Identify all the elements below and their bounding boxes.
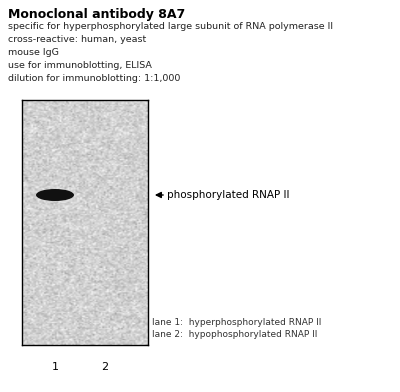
Ellipse shape: [36, 189, 74, 201]
Text: lane 1:  hyperphosphorylated RNAP II: lane 1: hyperphosphorylated RNAP II: [152, 318, 321, 327]
Text: use for immunoblotting, ELISA: use for immunoblotting, ELISA: [8, 61, 152, 70]
Text: lane 2:  hypophosphorylated RNAP II: lane 2: hypophosphorylated RNAP II: [152, 330, 317, 339]
Text: dilution for immunoblotting: 1:1,000: dilution for immunoblotting: 1:1,000: [8, 74, 180, 83]
Text: phosphorylated RNAP II: phosphorylated RNAP II: [167, 190, 290, 200]
Text: 2: 2: [102, 362, 108, 372]
Text: Monoclonal antibody 8A7: Monoclonal antibody 8A7: [8, 8, 185, 21]
Text: mouse IgG: mouse IgG: [8, 48, 59, 57]
Text: specific for hyperphosphorylated large subunit of RNA polymerase II: specific for hyperphosphorylated large s…: [8, 22, 333, 31]
Text: cross-reactive: human, yeast: cross-reactive: human, yeast: [8, 35, 146, 44]
Text: 1: 1: [52, 362, 58, 372]
